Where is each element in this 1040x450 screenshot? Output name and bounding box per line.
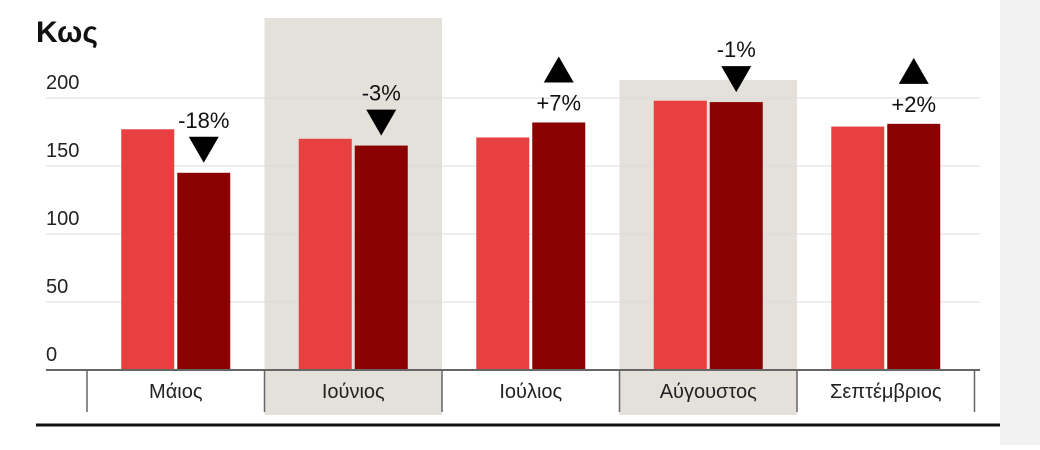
y-tick-label: 200 [46,72,79,94]
highlight-bands [264,18,797,415]
x-tick-label: Αύγουστος [660,381,757,403]
change-label: -3% [362,81,401,106]
arrow-down-icon [721,66,752,93]
y-tick-labels: 0 50 100 150 200 [46,72,79,366]
change-label: -1% [717,37,756,62]
bar-series1 [831,126,885,370]
bars [121,100,941,370]
x-tick-label: Ιούνιος [322,381,385,403]
bar-series2 [709,102,763,370]
x-tick-label: Ιούλιος [499,381,562,403]
x-tick-label: Σεπτέμβριος [830,381,942,403]
change-label: +7% [536,90,581,115]
bar-series1 [298,138,352,370]
change-label: +2% [891,92,936,117]
change-annotations: -18% -3% +7% -1% +2% [178,37,936,163]
bar-series1 [121,129,175,370]
side-panel [1000,0,1040,445]
arrow-down-icon [366,109,397,136]
change-label: -18% [178,108,229,133]
y-tick-label: 100 [46,208,79,230]
bar-series2 [177,172,231,370]
arrow-up-icon [898,57,929,84]
chart-svg: 0 50 100 150 200 -18% -3% +7% -1% +2% Μάιος Ιούνι… [36,16,1000,427]
bar-series2 [354,145,408,370]
y-tick-label: 50 [46,276,68,298]
x-tick-label: Μάιος [149,381,203,403]
bar-series1 [476,137,530,370]
bar-series2 [887,123,941,370]
bar-series1 [653,100,707,370]
chart-title: Κως [36,16,98,49]
y-tick-label: 150 [46,140,79,162]
x-axis: Μάιος Ιούνιος Ιούλιος Αύγουστος Σεπτέμβριος [46,369,980,412]
arrow-up-icon [543,56,574,83]
highlight-band [264,18,442,415]
bar-series2 [532,122,586,370]
highlight-band [619,80,797,415]
arrow-down-icon [188,136,219,163]
y-tick-label: 0 [46,344,57,366]
